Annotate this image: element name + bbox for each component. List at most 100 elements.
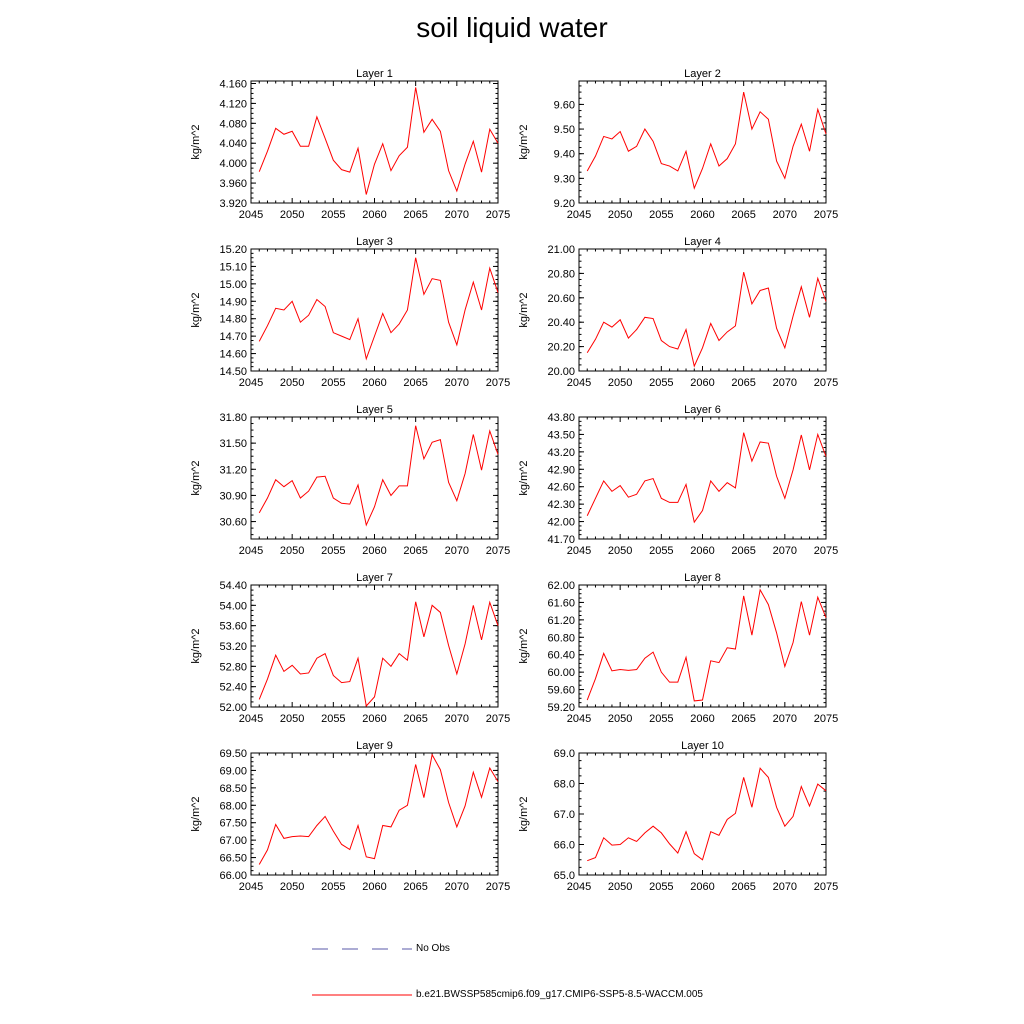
y-tick-label: 9.60	[554, 99, 575, 111]
plot-frame	[250, 416, 499, 540]
y-tick-label: 14.80	[219, 314, 247, 326]
y-tick-label: 41.70	[547, 534, 575, 546]
x-tick-label: 2075	[814, 545, 838, 557]
y-tick-label: 20.20	[547, 342, 575, 354]
y-tick-label: 65.0	[554, 870, 575, 882]
x-tick-label: 2065	[731, 713, 755, 725]
panel-title: Layer 4	[684, 236, 721, 248]
x-tick-label: 2045	[567, 377, 591, 389]
y-tick-label: 68.00	[219, 800, 247, 812]
page-title: soil liquid water	[416, 12, 608, 43]
x-tick-label: 2050	[280, 377, 304, 389]
series-line	[586, 272, 827, 368]
y-tick-label: 43.20	[547, 447, 575, 459]
y-tick-label: 52.80	[219, 661, 247, 673]
y-axis-label: kg/m^2	[518, 292, 530, 327]
x-tick-label: 2060	[362, 209, 386, 221]
x-tick-label: 2075	[814, 713, 838, 725]
y-tick-label: 20.80	[547, 268, 575, 280]
y-tick-label: 9.20	[554, 198, 575, 210]
legend-model-label: b.e21.BWSSP585cmip6.f09_g17.CMIP6-SSP5-8…	[416, 989, 703, 1000]
x-tick-label: 2050	[608, 209, 632, 221]
x-tick-label: 2075	[814, 377, 838, 389]
panel-title: Layer 8	[684, 572, 721, 584]
x-tick-label: 2050	[608, 545, 632, 557]
y-axis-label: kg/m^2	[518, 628, 530, 663]
y-tick-label: 4.120	[219, 98, 247, 110]
x-tick-label: 2065	[403, 545, 427, 557]
plot-frame	[578, 248, 827, 372]
x-tick-label: 2045	[239, 209, 263, 221]
legend-obs-label: No Obs	[416, 943, 450, 954]
y-tick-label: 62.00	[547, 580, 575, 592]
panel-title: Layer 9	[356, 740, 393, 752]
y-tick-label: 52.40	[219, 682, 247, 694]
y-tick-label: 3.920	[219, 198, 247, 210]
x-tick-label: 2045	[567, 209, 591, 221]
x-tick-label: 2055	[321, 713, 345, 725]
x-tick-label: 2075	[486, 377, 510, 389]
y-tick-label: 42.00	[547, 517, 575, 529]
x-tick-label: 2070	[773, 377, 797, 389]
y-tick-label: 69.50	[219, 748, 247, 760]
x-tick-label: 2050	[608, 881, 632, 893]
panel-layer-7: Layer 7 kg/m^2 2045 2050 2055 2060 2065 2070 207…	[190, 572, 510, 725]
series-line	[258, 425, 499, 527]
x-tick-label: 2045	[239, 377, 263, 389]
y-tick-label: 67.0	[554, 809, 575, 821]
x-tick-label: 2055	[649, 881, 673, 893]
x-tick-label: 2075	[486, 545, 510, 557]
x-tick-label: 2050	[608, 377, 632, 389]
plot-frame	[578, 80, 827, 204]
plot-frame	[578, 752, 827, 876]
x-tick-label: 2065	[403, 377, 427, 389]
y-tick-label: 53.20	[219, 641, 247, 653]
x-tick-label: 2050	[280, 881, 304, 893]
x-tick-label: 2060	[690, 545, 714, 557]
x-tick-label: 2055	[649, 713, 673, 725]
x-tick-label: 2055	[321, 209, 345, 221]
y-axis-label: kg/m^2	[190, 460, 202, 495]
x-tick-label: 2055	[321, 377, 345, 389]
plot-frame	[250, 248, 499, 372]
y-tick-label: 69.0	[554, 748, 575, 760]
y-tick-label: 31.20	[219, 464, 247, 476]
y-tick-label: 67.50	[219, 818, 247, 830]
panel-layer-8: Layer 8 kg/m^2 2045 2050 2055 2060 2065 2070 207…	[518, 572, 838, 725]
x-tick-label: 2060	[362, 377, 386, 389]
y-axis-label: kg/m^2	[518, 460, 530, 495]
y-tick-label: 4.040	[219, 138, 247, 150]
x-tick-label: 2065	[731, 377, 755, 389]
y-tick-label: 14.70	[219, 331, 247, 343]
x-tick-label: 2045	[239, 713, 263, 725]
y-tick-label: 30.60	[219, 517, 247, 529]
x-tick-label: 2045	[239, 545, 263, 557]
series-line	[586, 588, 827, 702]
x-tick-label: 2065	[403, 713, 427, 725]
y-tick-label: 15.20	[219, 244, 247, 256]
y-axis-label: kg/m^2	[190, 628, 202, 663]
y-tick-label: 20.60	[547, 293, 575, 305]
y-tick-label: 61.20	[547, 615, 575, 627]
panel-layer-9: Layer 9 kg/m^2 2045 2050 2055 2060 2065 2070 207…	[190, 740, 510, 893]
series-line	[587, 767, 827, 862]
x-tick-label: 2060	[690, 881, 714, 893]
x-tick-label: 2070	[445, 545, 469, 557]
x-tick-label: 2055	[321, 545, 345, 557]
x-tick-label: 2060	[362, 881, 386, 893]
legend-obs-line	[312, 948, 412, 950]
x-tick-label: 2070	[445, 713, 469, 725]
y-tick-label: 42.60	[547, 482, 575, 494]
x-tick-label: 2050	[280, 545, 304, 557]
panel-title: Layer 10	[681, 740, 724, 752]
y-tick-label: 21.00	[547, 244, 575, 256]
x-tick-label: 2055	[321, 881, 345, 893]
y-tick-label: 66.00	[219, 870, 247, 882]
y-tick-label: 60.40	[547, 650, 575, 662]
x-tick-label: 2060	[362, 545, 386, 557]
x-tick-label: 2060	[362, 713, 386, 725]
y-tick-label: 3.960	[219, 178, 247, 190]
y-tick-label: 9.30	[554, 173, 575, 185]
plot-frame	[578, 416, 827, 540]
y-tick-label: 15.00	[219, 279, 247, 291]
